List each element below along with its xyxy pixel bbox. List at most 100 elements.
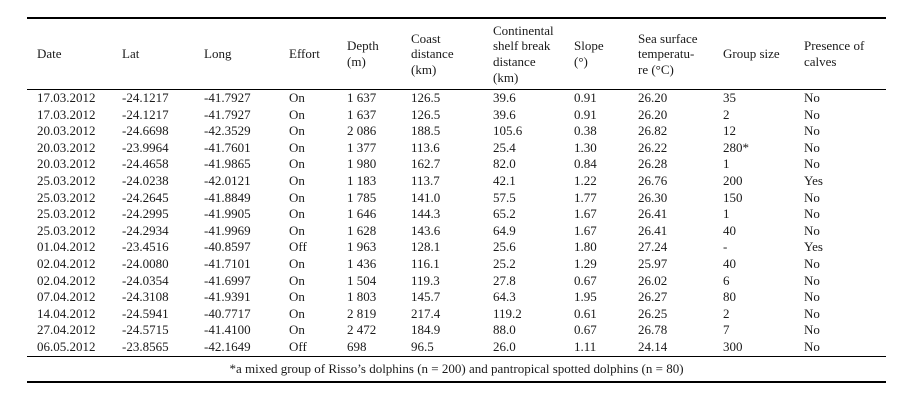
cell-slope_deg: 1.77	[574, 189, 597, 205]
cell-lat: -24.2934	[122, 222, 169, 238]
cell-coast_distance_km: 162.7	[411, 156, 441, 172]
cell-group_size: 40	[723, 222, 736, 238]
cell-sst_c: 26.30	[638, 189, 668, 205]
cell-depth_m: 1 637	[347, 106, 377, 122]
cell-sst_c: 26.20	[638, 90, 668, 105]
cell-sst_c: 26.41	[638, 206, 668, 222]
cell-shelf_break_distance_km: 82.0	[493, 156, 516, 172]
cell-slope_deg: 0.67	[574, 272, 597, 288]
cell-effort: On	[289, 189, 305, 205]
cell-group_size: 7	[723, 322, 730, 338]
cell-date: 25.03.2012	[37, 206, 96, 222]
cell-presence_of_calves: No	[804, 322, 820, 338]
cell-lat: -24.6698	[122, 123, 169, 139]
cell-long: -41.8849	[204, 189, 251, 205]
cell-lat: -24.1217	[122, 90, 169, 105]
cell-date: 14.04.2012	[37, 305, 96, 321]
cell-slope_deg: 1.67	[574, 206, 597, 222]
cell-presence_of_calves: No	[804, 123, 820, 139]
column-header-effort: Effort	[289, 18, 347, 90]
cell-depth_m: 1 646	[347, 206, 377, 222]
cell-group_size: 300	[723, 338, 743, 354]
column-header-presence_of_calves: Presence of calves	[804, 18, 886, 90]
cell-shelf_break_distance_km: 119.2	[493, 305, 522, 321]
cell-coast_distance_km: 144.3	[411, 206, 441, 222]
cell-long: -41.7927	[204, 90, 251, 105]
cell-shelf_break_distance_km: 88.0	[493, 322, 516, 338]
column-header-sst_c: Sea surface temperatu- re (°C)	[638, 18, 723, 90]
cell-effort: On	[289, 305, 305, 321]
table-footnote: *a mixed group of Risso’s dolphins (n = …	[27, 355, 886, 383]
table-row: 06.05.2012 -23.8565 -42.1649 Off 698 96.5 26.0…	[27, 339, 886, 356]
cell-date: 20.03.2012	[37, 156, 96, 172]
cell-group_size: 2	[723, 305, 730, 321]
cell-lat: -24.1217	[122, 106, 169, 122]
cell-depth_m: 1 980	[347, 156, 377, 172]
cell-lat: -23.4516	[122, 239, 169, 255]
cell-slope_deg: 0.91	[574, 106, 597, 122]
cell-lat: -23.8565	[122, 338, 169, 354]
cell-group_size: -	[723, 239, 728, 255]
column-header-slope_deg: Slope (°)	[574, 18, 638, 90]
cell-effort: On	[289, 123, 305, 139]
cell-presence_of_calves: No	[804, 289, 820, 305]
cell-group_size: 150	[723, 189, 743, 205]
table-row: 25.03.2012 -24.2995 -41.9905 On 1 646 144.3 65…	[27, 206, 886, 223]
cell-effort: On	[289, 172, 305, 188]
cell-long: -41.9905	[204, 206, 251, 222]
column-header-date: Date	[27, 18, 122, 90]
cell-shelf_break_distance_km: 26.0	[493, 338, 516, 354]
cell-date: 06.05.2012	[37, 338, 96, 354]
cell-date: 20.03.2012	[37, 139, 96, 155]
table-row: 17.03.2012 -24.1217 -41.7927 On 1 637 126.5 39…	[27, 90, 886, 107]
cell-coast_distance_km: 184.9	[411, 322, 441, 338]
cell-slope_deg: 1.22	[574, 172, 597, 188]
cell-presence_of_calves: Yes	[804, 239, 823, 255]
cell-coast_distance_km: 119.3	[411, 272, 440, 288]
cell-group_size: 40	[723, 255, 736, 271]
cell-slope_deg: 1.95	[574, 289, 597, 305]
cell-long: -42.1649	[204, 338, 251, 354]
cell-date: 27.04.2012	[37, 322, 96, 338]
cell-shelf_break_distance_km: 64.3	[493, 289, 516, 305]
table-body: 17.03.2012 -24.1217 -41.7927 On 1 637 126.5 39…	[27, 90, 886, 356]
cell-depth_m: 2 086	[347, 123, 377, 139]
cell-sst_c: 24.14	[638, 338, 668, 354]
table-header: Date Lat Long Effort Depth (m) Coast distance…	[27, 18, 886, 90]
cell-presence_of_calves: Yes	[804, 172, 823, 188]
cell-coast_distance_km: 126.5	[411, 90, 441, 105]
column-header-lat: Lat	[122, 18, 204, 90]
cell-shelf_break_distance_km: 64.9	[493, 222, 516, 238]
cell-group_size: 80	[723, 289, 736, 305]
cell-long: -41.9391	[204, 289, 251, 305]
cell-shelf_break_distance_km: 39.6	[493, 90, 516, 105]
cell-shelf_break_distance_km: 42.1	[493, 172, 516, 188]
cell-depth_m: 1 785	[347, 189, 377, 205]
cell-date: 25.03.2012	[37, 172, 96, 188]
cell-effort: On	[289, 206, 305, 222]
cell-presence_of_calves: No	[804, 206, 820, 222]
cell-coast_distance_km: 141.0	[411, 189, 441, 205]
cell-long: -41.4100	[204, 322, 251, 338]
cell-depth_m: 2 472	[347, 322, 377, 338]
cell-effort: On	[289, 222, 305, 238]
cell-effort: On	[289, 322, 305, 338]
cell-lat: -24.4658	[122, 156, 169, 172]
cell-effort: On	[289, 255, 305, 271]
table-row: 25.03.2012 -24.0238 -42.0121 On 1 183 113.7 42…	[27, 173, 886, 190]
cell-lat: -24.2995	[122, 206, 169, 222]
cell-presence_of_calves: No	[804, 139, 820, 155]
cell-long: -42.0121	[204, 172, 251, 188]
cell-group_size: 200	[723, 172, 743, 188]
cell-presence_of_calves: No	[804, 338, 820, 354]
cell-depth_m: 1 377	[347, 139, 377, 155]
cell-presence_of_calves: No	[804, 189, 820, 205]
table-row: 25.03.2012 -24.2645 -41.8849 On 1 785 141.0 57…	[27, 190, 886, 207]
cell-sst_c: 25.97	[638, 255, 668, 271]
table-row: 20.03.2012 -24.6698 -42.3529 On 2 086 188.5 10…	[27, 123, 886, 140]
column-header-shelf_break_distance_km: Continental shelf break distance (km)	[493, 18, 574, 90]
cell-effort: On	[289, 156, 305, 172]
column-header-coast_distance_km: Coast distance (km)	[411, 18, 493, 90]
cell-coast_distance_km: 96.5	[411, 338, 434, 354]
